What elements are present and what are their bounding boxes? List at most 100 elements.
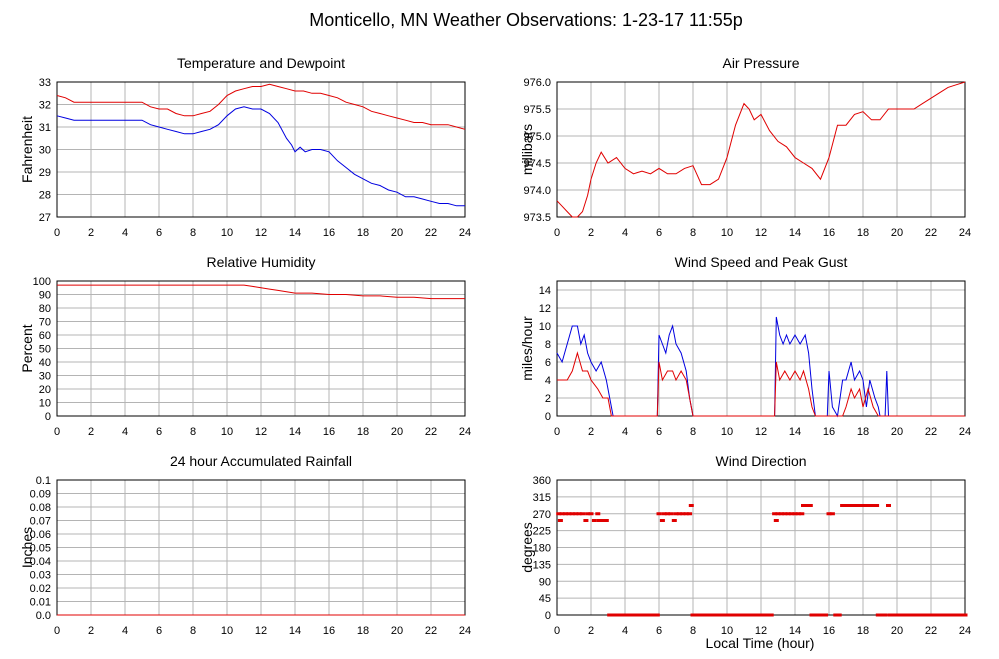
y-tick-label: 32 xyxy=(39,100,51,112)
plot-frame xyxy=(556,81,966,218)
data-point xyxy=(704,613,710,617)
data-point xyxy=(785,512,791,516)
y-tick-label: 225 xyxy=(533,526,551,538)
plot-frame xyxy=(56,280,466,417)
data-point xyxy=(563,512,568,516)
data-point xyxy=(761,613,767,617)
data-point xyxy=(773,519,779,522)
data-point xyxy=(894,613,900,617)
data-point xyxy=(886,504,891,507)
data-point xyxy=(809,613,815,617)
chart-title: Relative Humidity xyxy=(207,254,316,270)
data-point xyxy=(911,613,917,617)
x-tick-label: 10 xyxy=(221,625,233,637)
data-point xyxy=(721,613,727,617)
data-point xyxy=(683,512,689,516)
x-tick-label: 0 xyxy=(54,625,60,637)
x-axis-label: Local Time (hour) xyxy=(706,635,815,651)
y-tick-label: 180 xyxy=(533,543,551,555)
y-tick-label: 0.07 xyxy=(30,516,51,528)
x-tick-label: 16 xyxy=(323,426,335,438)
x-tick-label: 18 xyxy=(357,625,369,637)
data-point xyxy=(882,613,888,617)
x-tick-label: 0 xyxy=(54,426,60,438)
y-tick-label: 29 xyxy=(39,167,51,179)
y-tick-label: 20 xyxy=(39,384,51,396)
data-point xyxy=(938,613,944,617)
y-tick-label: 14 xyxy=(539,285,551,297)
data-point xyxy=(836,613,842,617)
x-tick-label: 12 xyxy=(255,227,267,239)
x-tick-label: 24 xyxy=(959,625,971,637)
y-tick-label: 6 xyxy=(545,357,551,369)
data-point xyxy=(714,613,720,617)
data-point xyxy=(908,613,914,617)
x-tick-label: 8 xyxy=(690,227,696,239)
x-tick-label: 4 xyxy=(622,625,628,637)
data-point xyxy=(673,512,679,516)
y-tick-label: 0.09 xyxy=(30,489,51,501)
data-point xyxy=(580,512,585,516)
x-tick-label: 16 xyxy=(323,625,335,637)
x-tick-label: 16 xyxy=(323,227,335,239)
data-point xyxy=(727,613,733,617)
x-tick-label: 0 xyxy=(554,227,560,239)
x-tick-label: 12 xyxy=(255,426,267,438)
data-point xyxy=(804,504,810,507)
data-point xyxy=(644,613,650,617)
x-tick-label: 24 xyxy=(459,426,471,438)
x-tick-label: 22 xyxy=(425,227,437,239)
data-point xyxy=(738,613,744,617)
data-point xyxy=(901,613,907,617)
data-point xyxy=(656,512,662,516)
y-tick-label: 0.08 xyxy=(30,502,51,514)
y-tick-label: 360 xyxy=(533,475,551,487)
data-point xyxy=(928,613,934,617)
y-axis-label: Inches xyxy=(19,527,35,568)
data-point xyxy=(962,613,968,617)
data-point xyxy=(843,504,849,507)
x-tick-label: 2 xyxy=(588,227,594,239)
x-tick-label: 20 xyxy=(391,625,403,637)
x-tick-label: 24 xyxy=(459,625,471,637)
data-point xyxy=(918,613,924,617)
y-tick-label: 70 xyxy=(39,317,51,329)
series-line-red xyxy=(557,351,965,417)
data-point xyxy=(600,519,606,522)
data-point xyxy=(700,613,706,617)
x-tick-label: 22 xyxy=(425,426,437,438)
data-point xyxy=(597,519,602,522)
x-tick-label: 24 xyxy=(959,426,971,438)
data-point xyxy=(867,504,873,507)
y-tick-label: 0 xyxy=(545,411,551,423)
x-tick-label: 4 xyxy=(122,227,128,239)
data-point xyxy=(573,512,579,516)
x-tick-label: 2 xyxy=(88,426,94,438)
data-point xyxy=(887,613,893,617)
data-point xyxy=(710,613,716,617)
data-point xyxy=(634,613,640,617)
data-point xyxy=(559,512,565,516)
data-point xyxy=(724,613,730,617)
y-tick-label: 60 xyxy=(39,330,51,342)
x-tick-label: 14 xyxy=(289,227,301,239)
y-tick-label: 30 xyxy=(39,371,51,383)
x-tick-label: 4 xyxy=(122,625,128,637)
y-tick-label: 0.06 xyxy=(30,529,51,541)
y-tick-label: 50 xyxy=(39,344,51,356)
data-point xyxy=(569,512,575,516)
data-point xyxy=(637,613,643,617)
y-axis-label: degrees xyxy=(519,522,535,573)
y-tick-label: 0.05 xyxy=(30,543,51,555)
data-point xyxy=(823,613,829,617)
data-point xyxy=(556,512,562,516)
chart-title: 24 hour Accumulated Rainfall xyxy=(170,453,352,469)
data-point xyxy=(948,613,954,617)
x-tick-label: 14 xyxy=(289,426,301,438)
data-point xyxy=(631,613,636,617)
x-tick-label: 10 xyxy=(721,625,733,637)
